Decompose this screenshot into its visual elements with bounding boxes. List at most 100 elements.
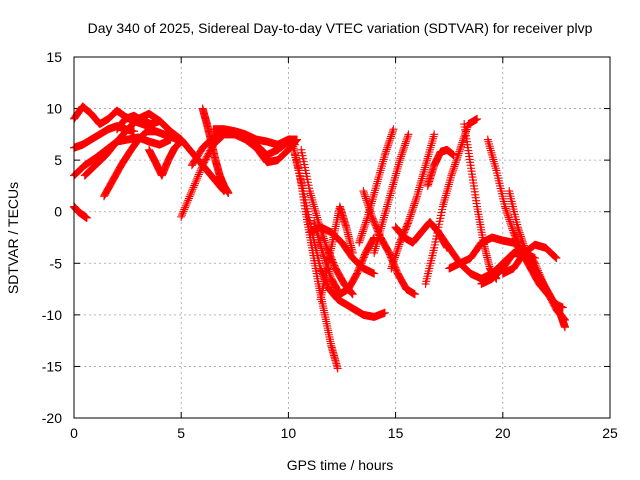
- data-point: [372, 179, 381, 188]
- data-point: [439, 200, 448, 209]
- data-point: [398, 146, 407, 155]
- data-point: [421, 163, 430, 172]
- data-point: [190, 179, 199, 188]
- data-point: [164, 125, 173, 134]
- data-point: [384, 139, 393, 148]
- data-point: [416, 178, 425, 187]
- data-point: [388, 260, 397, 269]
- data-point: [503, 209, 512, 218]
- data-point: [162, 123, 171, 132]
- data-point: [390, 253, 399, 262]
- data-point: [393, 246, 402, 255]
- data-point: [366, 207, 375, 216]
- data-point: [310, 202, 319, 211]
- data-point: [130, 127, 139, 136]
- data-point: [427, 141, 436, 150]
- data-point: [444, 182, 453, 191]
- data-point: [506, 219, 515, 228]
- data-point: [450, 162, 459, 171]
- data-point: [439, 198, 448, 207]
- data-point: [386, 134, 395, 143]
- data-point: [500, 202, 509, 211]
- data-point: [360, 223, 369, 232]
- data-point: [451, 158, 460, 167]
- series-arc-18: [316, 202, 357, 304]
- data-point: [183, 198, 192, 207]
- series-arc-13: [209, 125, 301, 149]
- data-point: [412, 194, 421, 203]
- data-point: [360, 190, 369, 199]
- series-arc-7: [112, 111, 173, 134]
- data-point: [181, 201, 190, 210]
- data-point: [414, 185, 423, 194]
- data-point: [504, 213, 513, 222]
- data-point: [194, 170, 203, 179]
- data-point: [505, 217, 514, 226]
- data-point: [392, 167, 401, 176]
- data-point: [442, 189, 451, 198]
- data-point: [367, 211, 376, 220]
- data-point: [356, 233, 365, 242]
- data-point: [359, 187, 368, 196]
- data-point: [360, 188, 369, 197]
- data-marks: [70, 102, 569, 373]
- data-point: [309, 200, 318, 209]
- data-point: [224, 189, 233, 198]
- series-arc-22: [370, 130, 413, 257]
- data-point: [413, 190, 422, 199]
- series-arc-8: [145, 137, 186, 180]
- data-point: [489, 155, 498, 164]
- data-point: [403, 219, 412, 228]
- data-point: [388, 127, 397, 136]
- data-point: [458, 138, 467, 147]
- data-point: [384, 198, 393, 207]
- data-point: [387, 264, 396, 273]
- data-point: [379, 155, 388, 164]
- series-arc-12: [177, 135, 229, 196]
- data-point: [516, 232, 525, 241]
- data-point: [538, 277, 547, 286]
- data-point: [184, 194, 193, 203]
- data-point: [307, 191, 316, 200]
- data-point: [191, 177, 200, 186]
- x-tick-label: 10: [281, 425, 297, 441]
- data-point: [378, 159, 387, 168]
- data-point: [532, 262, 541, 271]
- data-point: [539, 279, 548, 288]
- data-point: [364, 203, 373, 212]
- data-point: [552, 254, 561, 263]
- data-point: [424, 150, 433, 159]
- data-point: [417, 176, 426, 185]
- data-point: [195, 168, 204, 177]
- data-point: [534, 266, 543, 275]
- data-point: [387, 132, 396, 141]
- data-point: [374, 173, 383, 182]
- data-point: [406, 212, 415, 221]
- data-point: [379, 213, 388, 222]
- data-point: [446, 173, 455, 182]
- data-point: [418, 172, 427, 181]
- data-point: [358, 227, 367, 236]
- data-point: [491, 162, 500, 171]
- data-point: [535, 270, 544, 279]
- data-point: [446, 176, 455, 185]
- data-point: [163, 124, 172, 133]
- data-point: [406, 210, 415, 219]
- data-point: [219, 186, 228, 195]
- data-point: [534, 268, 543, 277]
- data-point: [292, 135, 301, 144]
- data-point: [515, 228, 524, 237]
- data-point: [404, 130, 413, 139]
- data-point: [419, 170, 428, 179]
- data-point: [400, 143, 409, 152]
- data-point: [395, 156, 404, 165]
- data-point: [383, 202, 392, 211]
- data-point: [516, 230, 525, 239]
- data-point: [428, 134, 437, 143]
- data-point: [369, 234, 378, 243]
- series-arc-6: [100, 127, 186, 201]
- data-point: [451, 160, 460, 169]
- y-axis-label: SDTVAR / TECUs: [5, 182, 21, 294]
- data-point: [417, 174, 426, 183]
- data-point: [380, 150, 389, 159]
